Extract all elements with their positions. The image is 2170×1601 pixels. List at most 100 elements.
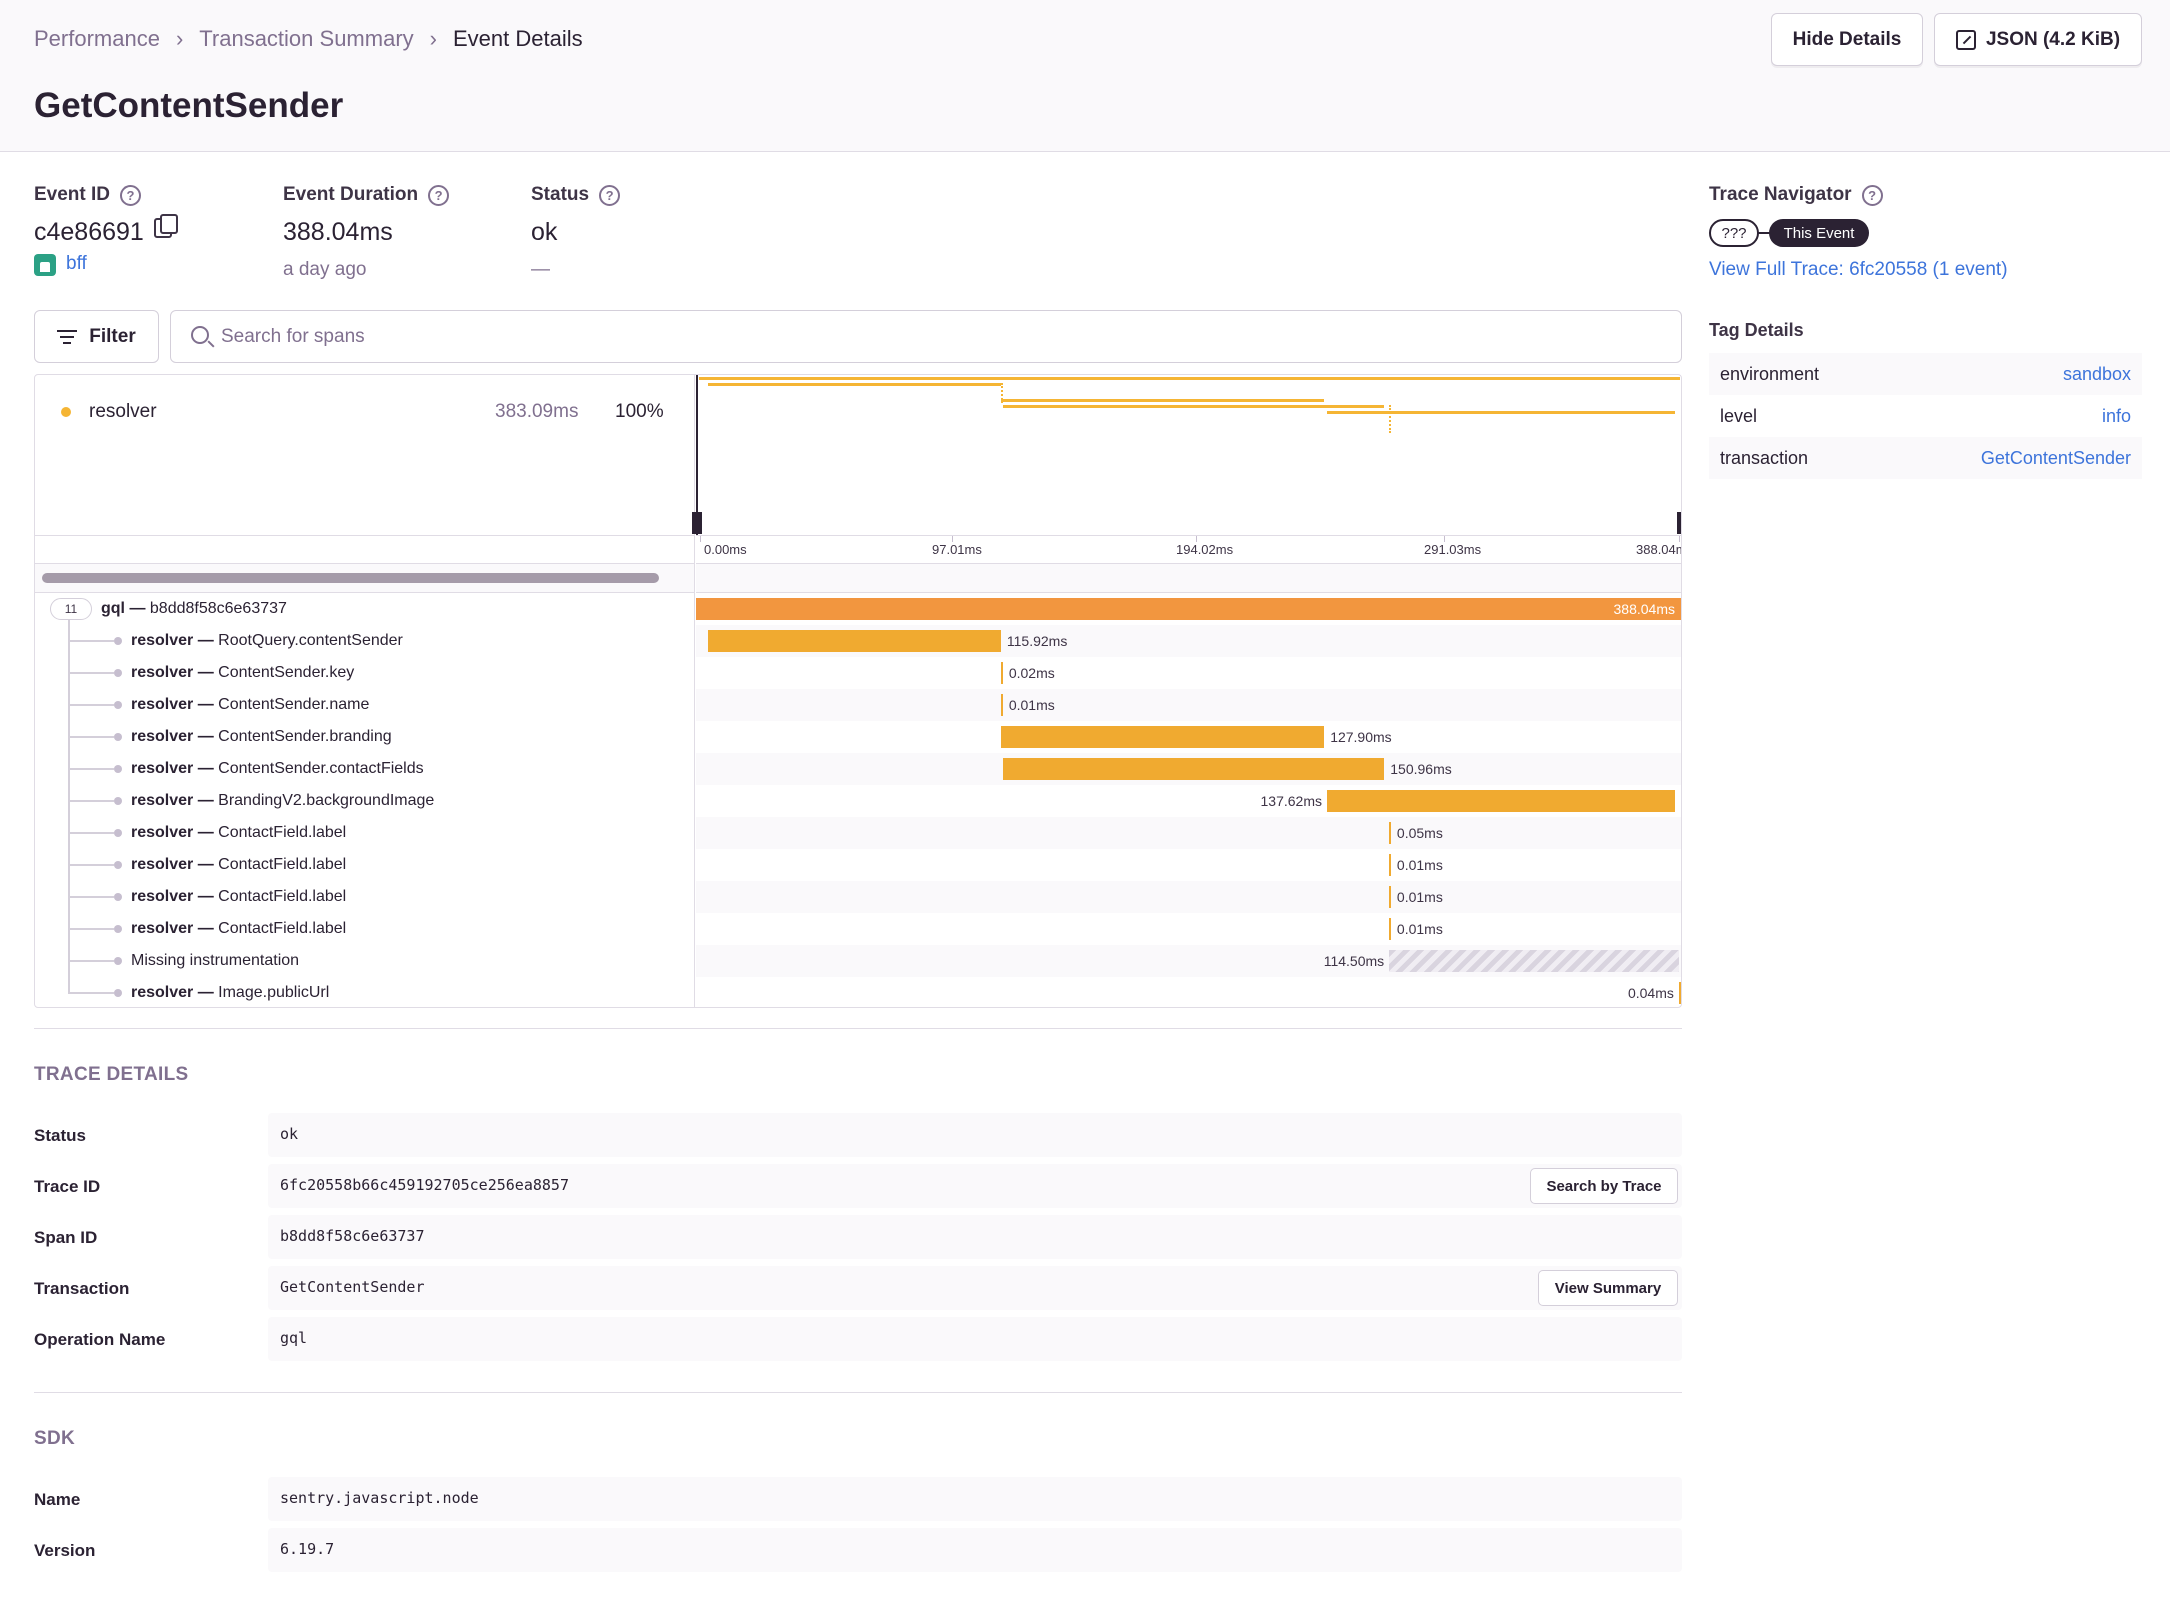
span-bar[interactable] [1388,822,1391,844]
span-row[interactable]: resolver — ContactField.label 0.01ms [35,849,1681,881]
tick-mark [1679,536,1680,542]
missing-instrumentation-bar[interactable] [1389,950,1679,972]
view-summary-button[interactable]: View Summary [1538,1270,1678,1306]
span-row[interactable]: resolver — ContentSender.name 0.01ms [35,689,1681,721]
breadcrumb-transaction-summary[interactable]: Transaction Summary [199,26,414,51]
breadcrumb-performance[interactable]: Performance [34,26,160,51]
span-bar[interactable] [1388,918,1391,940]
span-bar-cell: 150.96ms [696,753,1681,785]
span-bar[interactable] [1678,982,1681,1004]
span-description: ContentSender.branding [218,728,392,745]
this-event-node[interactable]: This Event [1769,219,1869,247]
project-link[interactable]: bff [66,253,87,274]
span-duration: 0.01ms [1396,857,1443,873]
span-bar[interactable] [1000,726,1325,748]
scrollbar-track-spacer [696,563,1681,593]
question-icon[interactable]: ? [1861,184,1883,206]
span-bar[interactable] [1000,662,1003,684]
tag-value-link[interactable]: GetContentSender [1980,448,2131,468]
span-op: resolver [131,728,194,745]
span-separator: — [193,696,219,713]
span-row[interactable]: resolver — ContentSender.key 0.02ms [35,657,1681,689]
tree-node-dot [114,925,122,933]
question-icon[interactable]: ? [120,184,142,206]
trace-detail-key: Trace ID [34,1177,101,1196]
span-bar[interactable] [1326,790,1675,812]
trace-detail-value-cell: 6fc20558b66c459192705ce256ea8857 Search b… [268,1164,1682,1208]
span-bar[interactable] [1000,694,1003,716]
span-row[interactable]: resolver — RootQuery.contentSender 115.92… [35,625,1681,657]
span-row[interactable]: resolver — ContentSender.contactFields 15… [35,753,1681,785]
search-by-trace-button[interactable]: Search by Trace [1530,1168,1678,1204]
span-separator: — [193,888,219,905]
span-waterfall: resolver 383.09ms 100% 0.00ms 97.01ms 194.… [34,374,1682,1008]
tag-value-link[interactable]: sandbox [2062,364,2131,384]
tree-node-dot [114,797,122,805]
span-title: resolver — ContactField.label [131,824,346,842]
span-tree-cell: resolver — ContactField.label [35,817,695,849]
span-duration: 0.01ms [1396,921,1443,937]
span-separator: — [193,760,219,777]
trace-detail-key: Transaction [34,1279,130,1298]
span-title: resolver — ContentSender.name [131,696,369,714]
minimap-span-line [1326,411,1675,414]
span-bar[interactable] [707,630,1001,652]
copy-icon[interactable] [154,214,178,238]
span-separator: — [193,920,219,937]
event-id-label: Event ID ? [34,184,142,206]
span-bar[interactable] [1002,758,1385,780]
span-search[interactable] [170,310,1682,363]
search-input[interactable] [221,323,1621,351]
search-icon [191,326,209,344]
span-row[interactable]: resolver — BrandingV2.backgroundImage 137… [35,785,1681,817]
span-tree-cell: resolver — ContactField.label [35,881,695,913]
span-row[interactable]: resolver — ContentSender.branding 127.90m… [35,721,1681,753]
span-row[interactable]: resolver — Image.publicUrl 0.04ms [35,977,1681,1007]
children-count-toggle[interactable]: 11 [50,598,92,620]
tree-branch [68,832,114,834]
tick-label: 291.03ms [1424,542,1482,557]
question-icon[interactable]: ? [428,184,450,206]
tag-key: transaction [1720,448,1809,468]
hide-details-button[interactable]: Hide Details [1771,13,1923,66]
filter-button[interactable]: Filter [34,310,159,363]
trace-navigator-title-text: Trace Navigator [1709,184,1852,205]
minimap-right-grip[interactable] [1677,512,1681,534]
span-bar[interactable] [1388,886,1391,908]
span-row[interactable]: resolver — ContactField.label 0.05ms [35,817,1681,849]
tag-value-link[interactable]: info [2101,406,2131,426]
page-title: GetContentSender [34,86,344,125]
span-row[interactable]: resolver — ContactField.label 0.01ms [35,881,1681,913]
span-bar[interactable] [696,598,1681,620]
span-description: ContactField.label [218,920,347,937]
trace-detail-value-cell: GetContentSender View Summary [268,1266,1682,1310]
span-op: resolver [131,888,194,905]
minimap-left-handle[interactable] [696,375,698,535]
horizontal-scrollbar[interactable] [35,563,695,593]
tree-node-dot [114,733,122,741]
span-op: resolver [131,632,194,649]
span-row[interactable]: resolver — ContactField.label 0.01ms [35,913,1681,945]
question-icon[interactable]: ? [599,184,621,206]
span-row[interactable]: 11 gql — b8dd8f58c6e63737 388.04ms [35,593,1681,625]
minimap-left-grip[interactable] [692,512,702,534]
view-full-trace-link[interactable]: View Full Trace: 6fc20558 (1 event) [1709,259,2008,280]
filter-label: Filter [89,325,136,347]
scrollbar-thumb[interactable] [42,573,659,583]
span-tree-cell: resolver — ContentSender.contactFields [35,753,695,785]
span-bar-cell: 137.62ms [696,785,1681,817]
span-title: resolver — ContentSender.branding [131,728,392,746]
span-bar-cell: 0.01ms [696,689,1681,721]
unknown-parent-node[interactable]: ??? [1709,219,1759,247]
span-duration: 0.01ms [1396,889,1443,905]
json-button[interactable]: JSON (4.2 KiB) [1934,13,2142,66]
tick-label: 0.00ms [704,542,747,557]
span-duration: 127.90ms [1330,729,1392,745]
minimap-right-handle[interactable] [1681,375,1682,535]
trace-detail-value-cell: gql [268,1317,1682,1361]
missing-instrumentation-row[interactable]: Missing instrumentation 114.50ms [35,945,1681,977]
minimap-span-tick [1388,405,1391,433]
span-separator: — [193,792,219,809]
minimap[interactable] [692,375,1682,535]
span-bar[interactable] [1388,854,1391,876]
